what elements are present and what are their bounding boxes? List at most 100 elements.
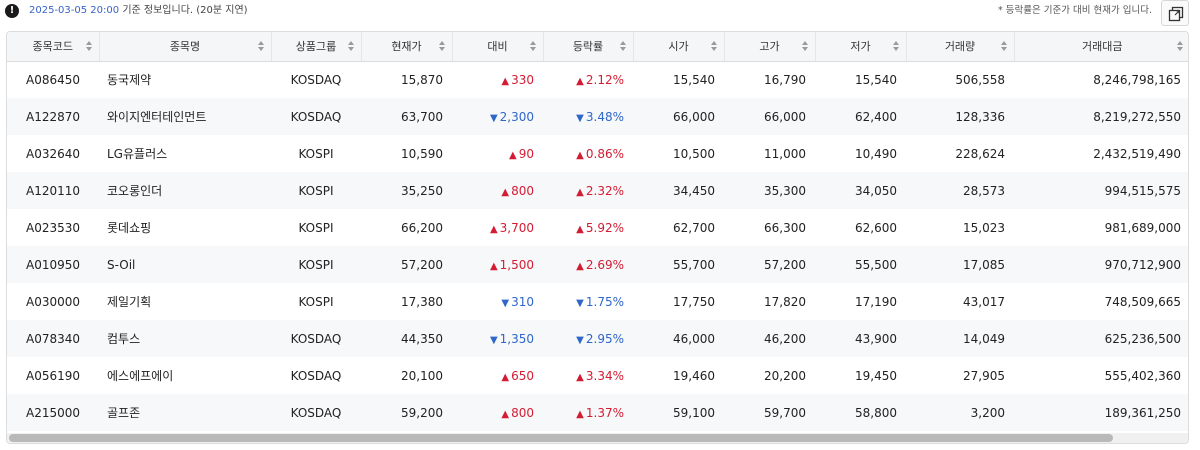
info-bar: ! 2025-03-05 20:00 기준 정보입니다. (20분 지연) * …	[0, 0, 1200, 30]
up-triangle-icon: ▲	[576, 149, 584, 161]
cell-group: KOSPI	[271, 246, 361, 283]
cell-price: 35,250	[361, 172, 452, 209]
up-triangle-icon: ▲	[576, 260, 584, 272]
change-value: 2,300	[499, 109, 534, 124]
up-triangle-icon: ▲	[489, 260, 498, 272]
cell-open: 34,450	[633, 172, 724, 209]
sort-icon[interactable]	[619, 41, 627, 53]
cell-high: 35,300	[724, 172, 815, 209]
change-value: 800	[511, 405, 534, 420]
column-header-label: 종목명	[169, 40, 201, 54]
horizontal-scrollbar[interactable]	[7, 433, 1188, 443]
cell-rate: ▲ 2.69%	[543, 246, 633, 283]
sort-icon[interactable]	[85, 41, 93, 53]
column-header-group[interactable]: 상품그룹	[271, 32, 362, 62]
cell-volume: 17,085	[906, 246, 1014, 283]
cell-price: 59,200	[361, 394, 452, 431]
cell-group: KOSPI	[298, 294, 334, 309]
sort-icon[interactable]	[1000, 41, 1008, 53]
up-triangle-icon: ▲	[576, 75, 584, 87]
cell-group: KOSDAQ	[271, 320, 361, 357]
column-header-label: 대비	[487, 40, 508, 54]
cell-volume: 3,200	[906, 394, 1014, 431]
column-header-code[interactable]: 종목코드	[7, 32, 100, 62]
sort-icon[interactable]	[438, 41, 446, 53]
cell-amount: 981,689,000	[1104, 220, 1181, 235]
cell-low: 62,600	[855, 220, 897, 235]
table-row[interactable]: A023530 롯데쇼핑 KOSPI 66,200 ▲ 3,700 ▲ 5.92% 62,700…	[7, 209, 1188, 246]
sort-icon[interactable]	[257, 41, 265, 53]
cell-volume: 15,023	[963, 220, 1005, 235]
cell-open: 46,000	[633, 320, 724, 357]
cell-group: KOSDAQ	[271, 98, 361, 135]
table-row[interactable]: A010950 S-Oil KOSPI 57,200 ▲ 1,500 ▲ 2.69% 55,70…	[7, 246, 1188, 283]
column-header-volume[interactable]: 거래량	[906, 32, 1015, 62]
cell-volume: 27,905	[963, 368, 1005, 383]
cell-open: 10,500	[673, 146, 715, 161]
cell-rate: ▲ 2.12%	[543, 61, 633, 98]
cell-name: 동국제약	[107, 73, 152, 88]
rate-value: 0.86%	[585, 146, 624, 161]
change-value: 330	[511, 72, 534, 87]
column-header-open[interactable]: 시가	[633, 32, 725, 62]
column-header-label: 상품그룹	[295, 40, 337, 54]
column-header-high[interactable]: 고가	[724, 32, 816, 62]
down-triangle-icon: ▼	[501, 297, 510, 309]
cell-rate: ▲ 5.92%	[543, 209, 633, 246]
up-triangle-icon: ▲	[489, 223, 498, 235]
table-body: A086450 동국제약 KOSDAQ 15,870 ▲ 330 ▲ 2.12% 15,540 1…	[7, 61, 1188, 431]
up-triangle-icon: ▲	[501, 75, 510, 87]
column-header-change[interactable]: 대비	[452, 32, 544, 62]
column-header-rate[interactable]: 등락률	[543, 32, 634, 62]
table-row[interactable]: A215000 골프존 KOSDAQ 59,200 ▲ 800 ▲ 1.37% 59,100 59…	[7, 394, 1188, 431]
table-row[interactable]: A078340 컴투스 KOSDAQ 44,350 ▼ 1,350 ▼ 2.95% 46,000…	[7, 320, 1188, 357]
cell-price: 15,870	[401, 72, 443, 87]
cell-change: ▲ 800	[452, 394, 543, 431]
change-value: 310	[511, 294, 534, 309]
sort-icon[interactable]	[892, 41, 900, 53]
cell-amount: 189,361,250	[1014, 394, 1188, 431]
table-row[interactable]: A122870 와이지엔터테인먼트 KOSDAQ 63,700 ▼ 2,300 ▼ 3.48%…	[7, 98, 1188, 135]
table-row[interactable]: A030000 제일기획 KOSPI 17,380 ▼ 310 ▼ 1.75% 17,750 17…	[7, 283, 1188, 320]
cell-amount: 8,246,798,165	[1093, 72, 1181, 87]
cell-price: 10,590	[401, 146, 443, 161]
expand-button[interactable]	[1161, 0, 1189, 26]
column-header-low[interactable]: 저가	[815, 32, 907, 62]
column-header-label: 종목코드	[32, 40, 73, 54]
cell-group: KOSPI	[298, 146, 334, 161]
change-value: 1,500	[499, 257, 534, 272]
cell-group: KOSDAQ	[271, 394, 361, 431]
down-triangle-icon: ▼	[489, 334, 498, 346]
cell-high: 11,000	[764, 146, 806, 161]
rate-value: 3.48%	[585, 109, 624, 124]
table-row[interactable]: A120110 코오롱인더 KOSPI 35,250 ▲ 800 ▲ 2.32% 34,450 3…	[7, 172, 1188, 209]
cell-rate: ▼ 1.75%	[543, 283, 633, 320]
cell-code: A122870	[7, 98, 99, 135]
table-row[interactable]: A032640 LG유플러스 KOSPI 10,590 ▲ 90 ▲ 0.86% 10,500 1…	[7, 135, 1188, 172]
sort-icon[interactable]	[710, 41, 718, 53]
cell-low: 15,540	[855, 72, 897, 87]
sort-icon[interactable]	[347, 41, 355, 53]
sort-icon[interactable]	[801, 41, 809, 53]
cell-low: 43,900	[815, 320, 906, 357]
cell-amount: 555,402,360	[1104, 368, 1181, 383]
cell-low: 17,190	[855, 294, 897, 309]
table-row[interactable]: A056190 에스에프에이 KOSDAQ 20,100 ▲ 650 ▲ 3.34% 19,46…	[7, 357, 1188, 394]
column-header-price[interactable]: 현재가	[361, 32, 453, 62]
up-triangle-icon: ▲	[501, 408, 510, 420]
column-header-amount[interactable]: 거래대금	[1014, 32, 1188, 62]
rate-value: 5.92%	[585, 220, 624, 235]
rate-value: 2.69%	[585, 257, 624, 272]
up-triangle-icon: ▲	[576, 223, 584, 235]
cell-code: A032640	[25, 146, 81, 161]
cell-open: 59,100	[633, 394, 724, 431]
cell-amount: 748,509,665	[1104, 294, 1181, 309]
sort-icon[interactable]	[1177, 41, 1184, 53]
column-header-name[interactable]: 종목명	[99, 32, 272, 62]
table-row[interactable]: A086450 동국제약 KOSDAQ 15,870 ▲ 330 ▲ 2.12% 15,540 1…	[7, 61, 1188, 98]
down-triangle-icon: ▼	[489, 112, 498, 124]
scrollbar-thumb[interactable]	[9, 434, 1113, 442]
cell-name: 골프존	[99, 394, 271, 431]
sort-icon[interactable]	[529, 41, 537, 53]
column-header-label: 현재가	[391, 40, 422, 54]
